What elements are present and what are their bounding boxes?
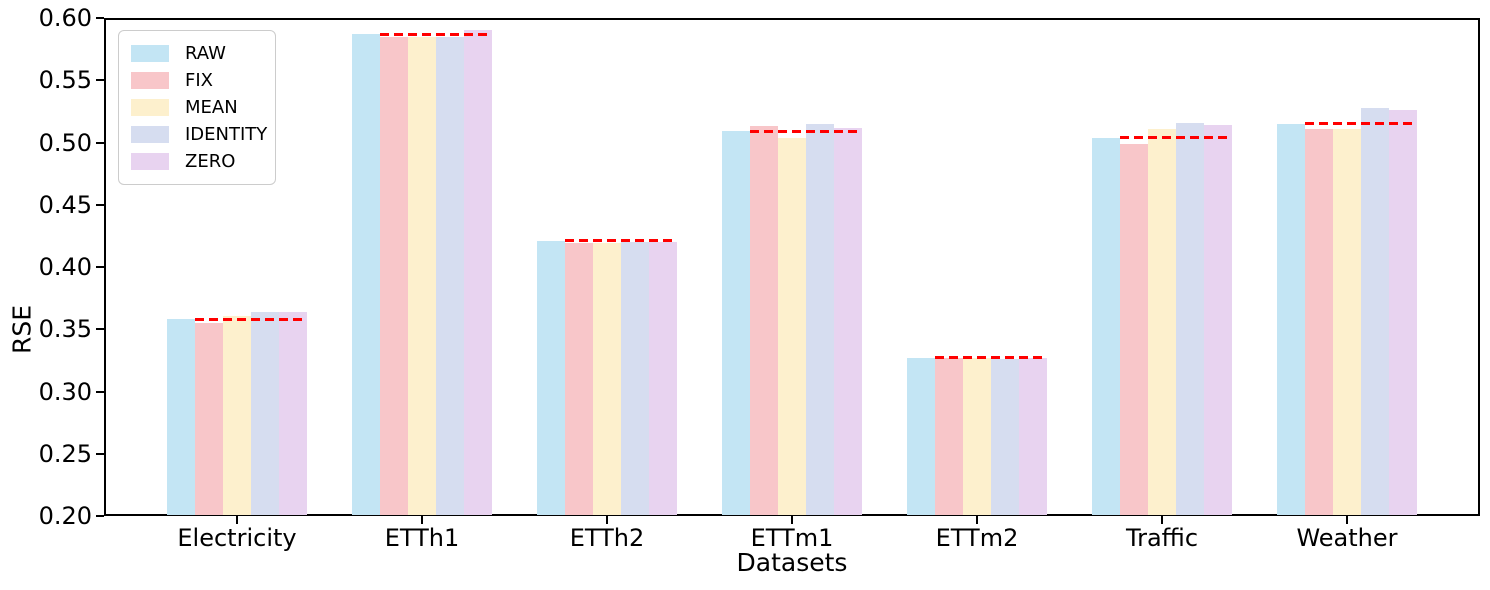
x-tick-label: ETTh1 [384,524,460,552]
bar-mean-etth2 [593,243,621,515]
legend-entry-zero: ZERO [131,148,263,175]
x-tick-label: Electricity [177,524,297,552]
raw-baseline-dashed-line [1305,122,1417,126]
bar-identity-traffic [1176,122,1204,515]
legend-label-raw: RAW [185,42,226,64]
y-tick-label: 0.60 [38,4,92,32]
bar-fix-weather [1305,128,1333,515]
raw-baseline-dashed-line [1120,136,1232,140]
raw-baseline-dashed-line [750,129,862,133]
bar-mean-weather [1333,128,1361,515]
x-tick-label: Weather [1296,524,1398,552]
x-tick-mark [976,516,978,524]
x-tick-mark [236,516,238,524]
bar-identity-ettm1 [806,123,834,515]
legend-entry-mean: MEAN [131,94,263,121]
bar-fix-traffic [1120,143,1148,515]
bar-mean-electricity [223,315,251,515]
x-tick-mark [1346,516,1348,524]
bar-identity-weather [1361,107,1389,515]
legend-label-identity: IDENTITY [185,123,268,145]
raw-baseline-dashed-line [380,32,492,36]
legend-swatch-raw [131,45,169,62]
y-tick-label: 0.25 [38,439,92,468]
bar-raw-etth2 [537,240,565,515]
bar-raw-etth1 [352,34,380,515]
bar-zero-etth1 [464,30,492,515]
y-tick-mark [96,79,104,82]
y-tick-mark [96,17,104,19]
bar-fix-ettm1 [750,126,778,515]
x-tick-label: ETTm1 [750,524,834,552]
bar-identity-electricity [251,311,279,515]
x-tick-label: Traffic [1125,524,1199,552]
bar-zero-traffic [1204,125,1232,515]
legend-entry-raw: RAW [131,40,263,67]
legend-label-mean: MEAN [185,96,238,118]
bar-fix-etth2 [565,243,593,515]
bar-raw-traffic [1092,137,1120,515]
x-axis-label: Datasets [736,548,848,577]
bar-zero-ettm1 [834,127,862,515]
bar-raw-electricity [167,319,195,515]
raw-baseline-dashed-line [935,356,1047,360]
y-tick-label: 0.45 [38,190,92,219]
bar-fix-ettm2 [935,357,963,515]
x-tick-mark [791,516,793,524]
y-tick-mark [96,141,104,144]
bar-mean-ettm1 [778,137,806,515]
legend-label-zero: ZERO [185,150,236,172]
y-tick-label: 0.20 [38,502,92,530]
bar-zero-weather [1389,110,1417,515]
bar-identity-etth2 [621,242,649,515]
bar-zero-electricity [279,311,307,515]
y-tick-mark [96,452,104,455]
y-tick-label: 0.55 [38,66,92,95]
y-tick-label: 0.40 [38,253,92,281]
raw-baseline-dashed-line [565,239,677,243]
y-tick-mark [96,266,104,268]
legend: RAW FIX MEAN IDENTITY ZERO [118,30,276,185]
y-tick-label: 0.30 [38,377,92,406]
bar-raw-ettm2 [907,357,935,515]
legend-swatch-zero [131,153,169,170]
bar-zero-ettm2 [1019,357,1047,515]
legend-swatch-identity [131,126,169,143]
bar-raw-weather [1277,123,1305,515]
bar-mean-ettm2 [963,357,991,515]
raw-baseline-dashed-line [195,317,307,321]
x-tick-mark [421,516,423,524]
bar-fix-etth1 [380,36,408,515]
y-tick-mark [96,203,104,206]
y-axis-label: RSE [7,304,37,355]
y-tick-mark [96,390,104,393]
bar-mean-traffic [1148,128,1176,515]
bar-identity-ettm2 [991,359,1019,515]
x-tick-mark [606,516,608,524]
x-tick-mark [1161,516,1163,524]
legend-entry-fix: FIX [131,67,263,94]
x-tick-label: ETTh2 [569,524,645,552]
bar-mean-etth1 [408,36,436,515]
y-tick-label: 0.50 [38,128,92,157]
bar-zero-etth2 [649,242,677,515]
y-tick-mark [96,515,104,517]
y-tick-label: 0.35 [38,315,92,344]
x-tick-label: ETTm2 [935,524,1019,552]
bar-identity-etth1 [436,36,464,515]
legend-label-fix: FIX [185,69,213,91]
legend-entry-identity: IDENTITY [131,121,267,148]
bar-fix-electricity [195,323,223,515]
legend-swatch-mean [131,99,169,116]
legend-swatch-fix [131,72,169,89]
y-tick-mark [96,328,104,331]
bar-raw-ettm1 [722,131,750,515]
